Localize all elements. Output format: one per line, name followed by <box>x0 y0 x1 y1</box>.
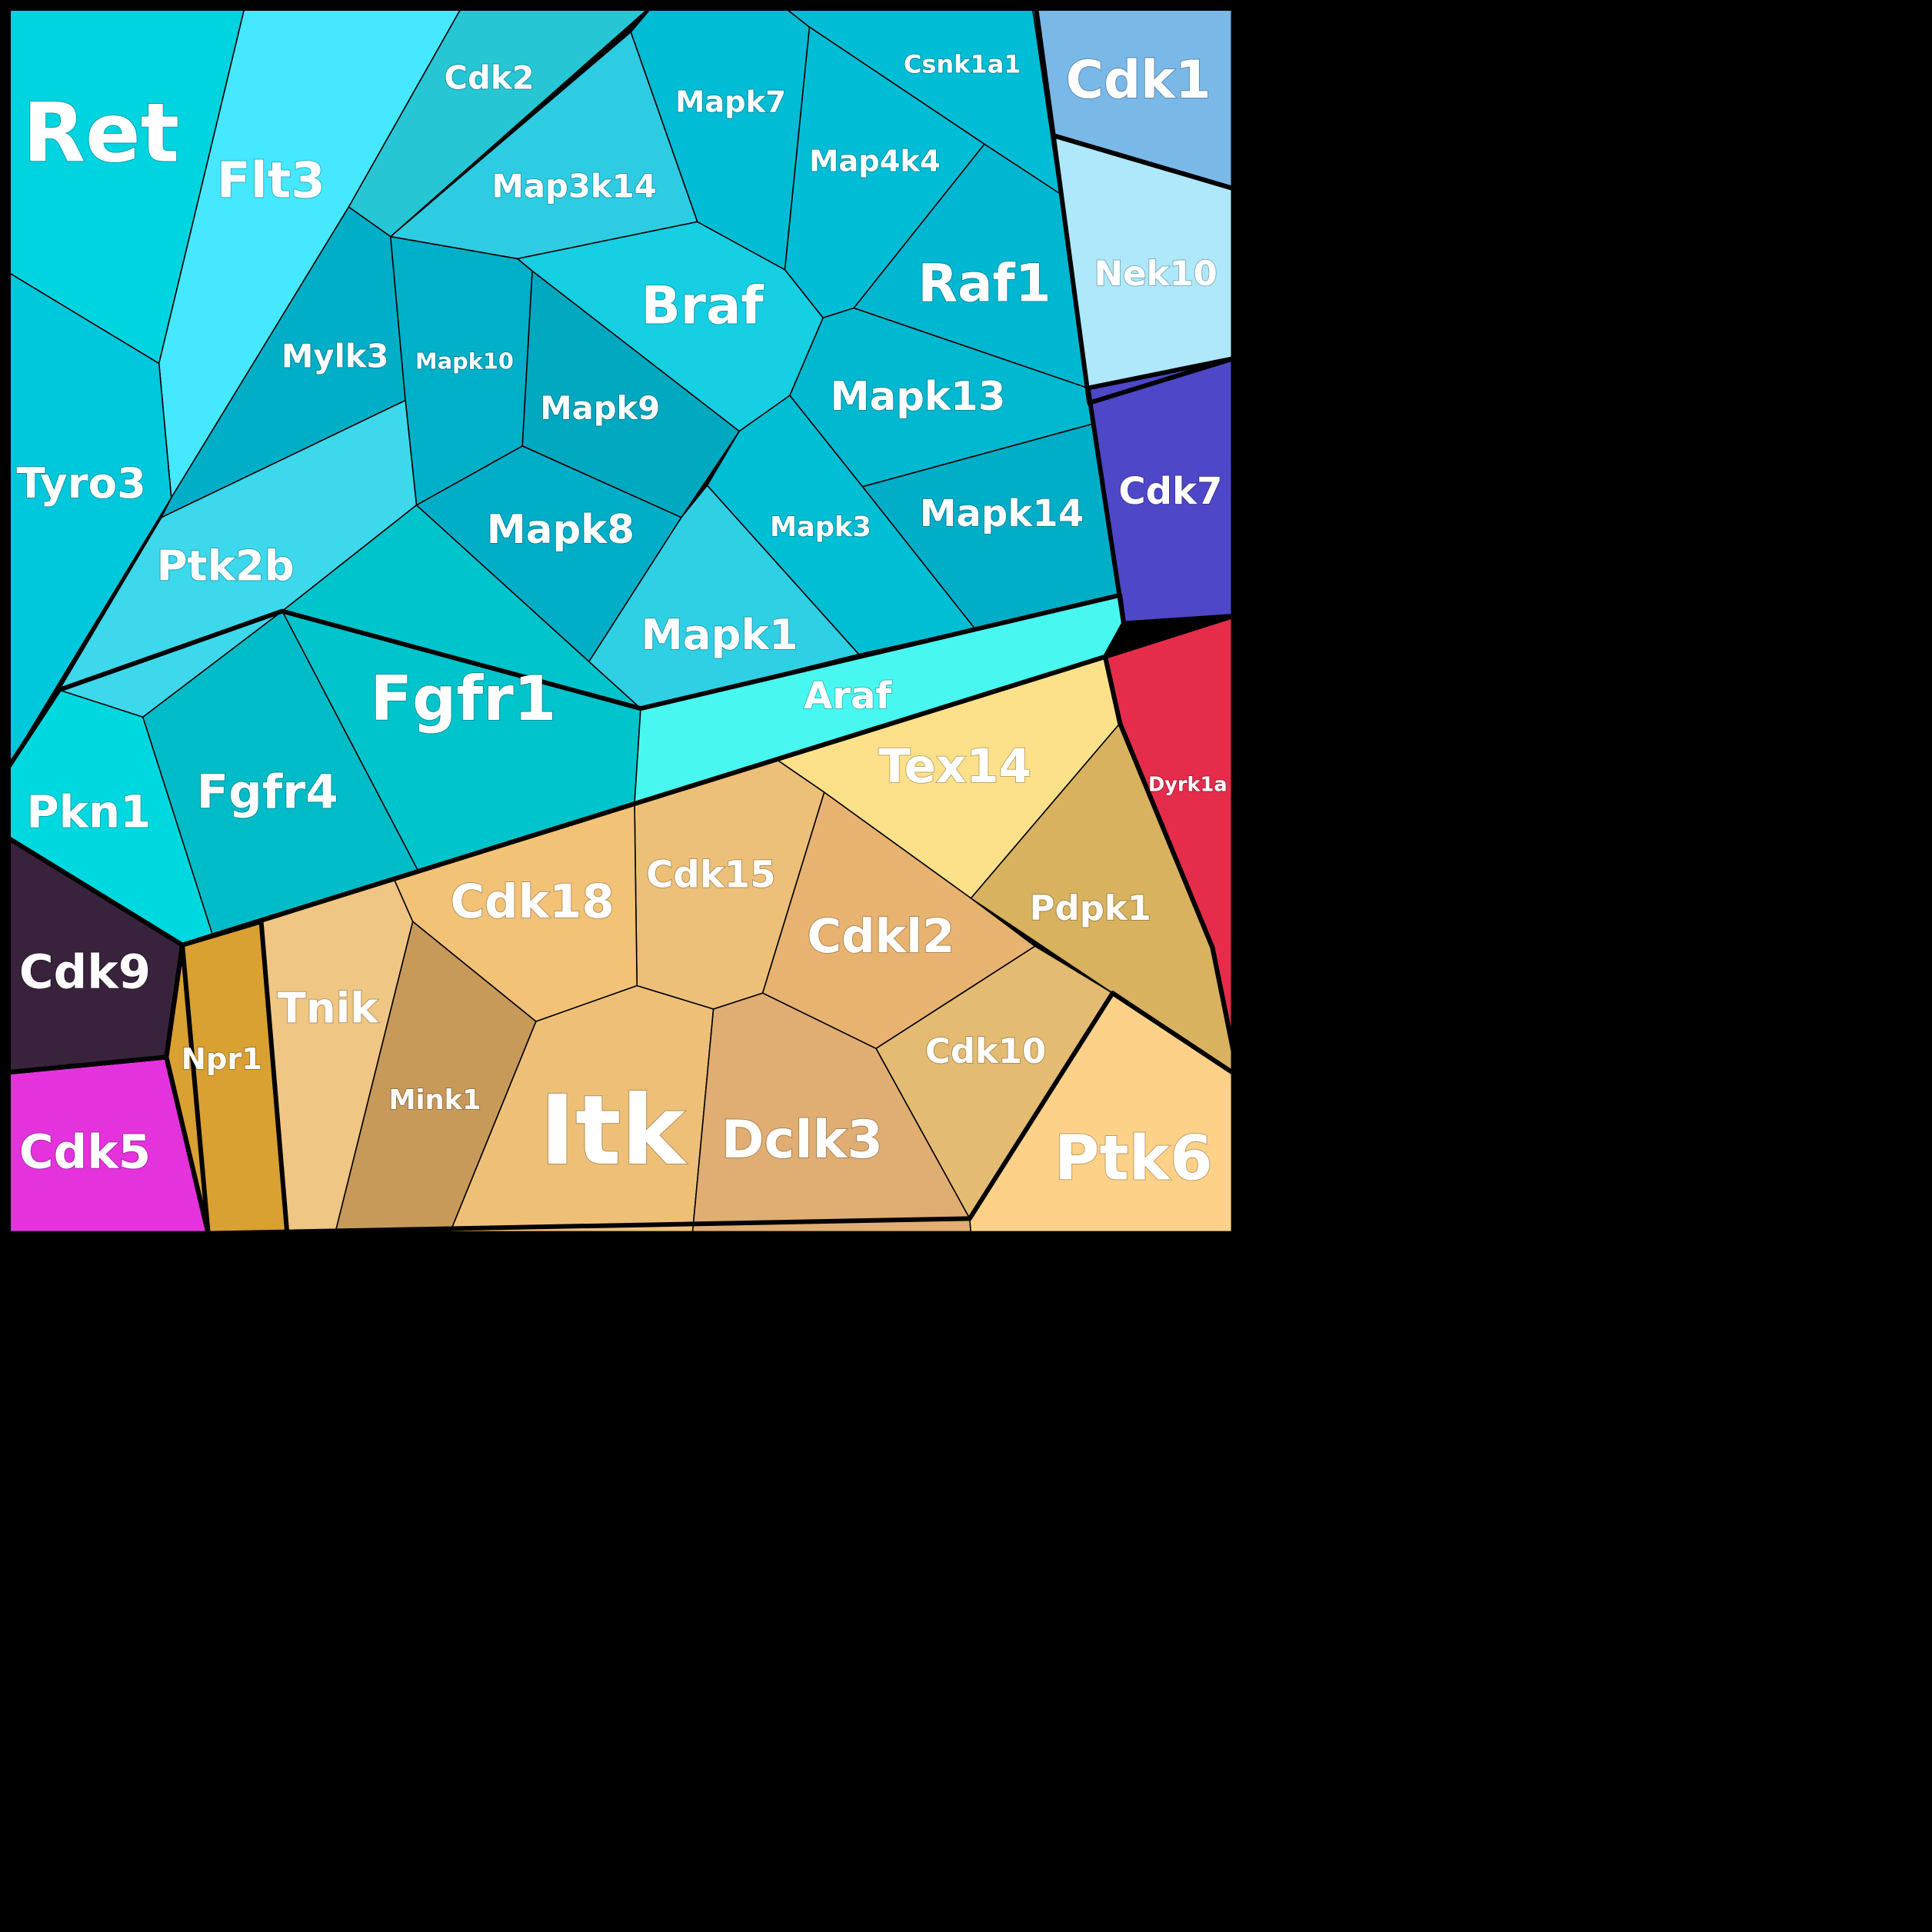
label-nek10: Nek10 <box>1094 253 1217 294</box>
label-mylk3: Mylk3 <box>281 338 389 375</box>
label-csnk1a1: Csnk1a1 <box>904 49 1021 78</box>
label-braf: Braf <box>641 275 764 335</box>
label-npr1: Npr1 <box>182 1042 262 1077</box>
label-fgfr4: Fgfr4 <box>197 765 338 820</box>
label-mapk9: Mapk9 <box>540 389 660 427</box>
label-ptk6: Ptk6 <box>1054 1122 1213 1194</box>
labels-layer: Ret Flt3 Cdk2 Mapk7 Csnk1a1 Cdk1 Map3k14 Map4k4… <box>15 48 1227 1194</box>
label-map3k14: Map3k14 <box>491 167 656 205</box>
label-cdk15: Cdk15 <box>646 853 776 896</box>
label-cdk1: Cdk1 <box>1066 50 1211 110</box>
label-cdk18: Cdk18 <box>450 874 615 929</box>
group-outline-9 <box>180 654 1236 1236</box>
label-itk: Itk <box>539 1075 687 1187</box>
label-mapk14: Mapk14 <box>920 492 1084 535</box>
label-mapk3: Mapk3 <box>770 511 871 543</box>
label-mapk10: Mapk10 <box>415 348 514 374</box>
label-ret: Ret <box>23 86 180 181</box>
label-mapk8: Mapk8 <box>487 507 635 553</box>
label-araf: Araf <box>804 675 892 718</box>
label-dyrk1a: Dyrk1a <box>1148 774 1227 797</box>
group-outlines <box>0 0 1236 1236</box>
label-cdk10: Cdk10 <box>925 1031 1046 1071</box>
label-mapk1: Mapk1 <box>641 610 798 659</box>
label-pkn1: Pkn1 <box>26 786 151 838</box>
label-raf1: Raf1 <box>918 254 1051 314</box>
label-cdk7: Cdk7 <box>1118 470 1222 513</box>
label-map4k4: Map4k4 <box>809 144 941 178</box>
label-flt3: Flt3 <box>217 153 325 210</box>
label-tex14: Tex14 <box>878 739 1031 794</box>
label-cdkl2: Cdkl2 <box>807 909 954 964</box>
label-fgfr1: Fgfr1 <box>370 663 556 734</box>
label-ptk2b: Ptk2b <box>157 541 295 590</box>
label-mink1: Mink1 <box>388 1084 481 1116</box>
label-tnik: Tnik <box>278 983 380 1032</box>
cells-layer <box>0 0 1234 1234</box>
label-cdk5: Cdk5 <box>19 1124 151 1179</box>
label-mapk13: Mapk13 <box>831 374 1006 420</box>
label-pdpk1: Pdpk1 <box>1030 888 1151 928</box>
label-mapk7: Mapk7 <box>675 85 786 120</box>
label-dclk3: Dclk3 <box>721 1110 883 1170</box>
label-cdk2: Cdk2 <box>444 58 534 96</box>
label-cdk9: Cdk9 <box>19 945 151 1000</box>
group-outline-10 <box>0 592 1126 948</box>
label-tyro3: Tyro3 <box>16 458 145 508</box>
